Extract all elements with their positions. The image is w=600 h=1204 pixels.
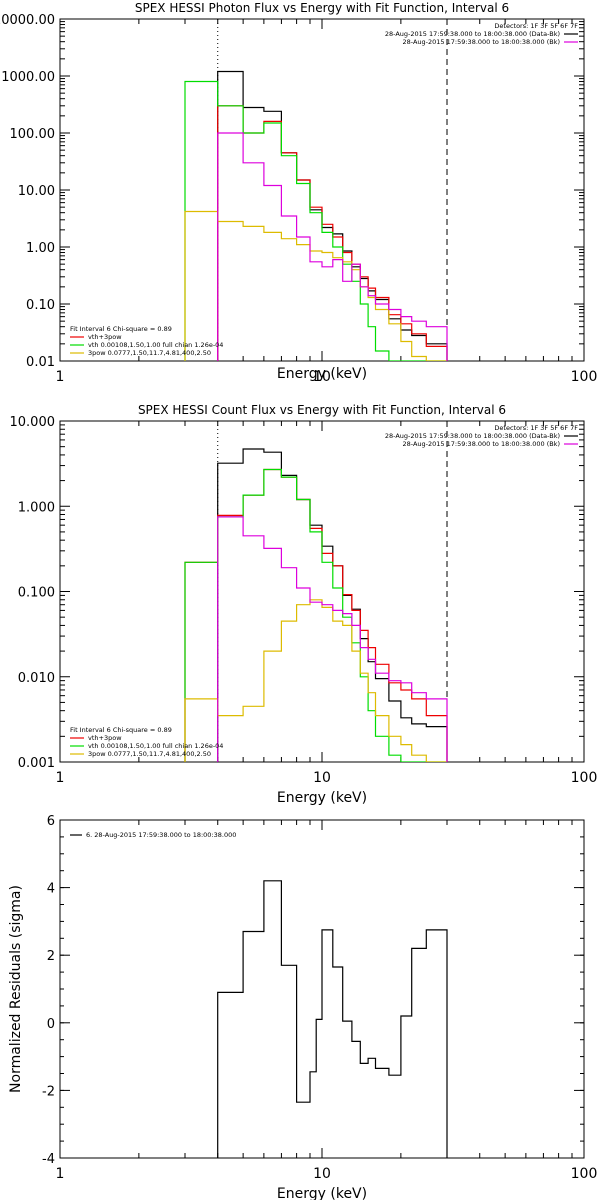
y-tick-label: 100.00 xyxy=(10,127,56,142)
y-tick-label: 10000.00 xyxy=(0,13,55,28)
chart-3: Energy (keV) Normalized Residuals (sigma)… xyxy=(8,814,598,1202)
series-line-4 xyxy=(217,516,448,762)
legend-topright-entry: 28-Aug-2015 17:59:38.000 to 18:00:38.000… xyxy=(385,432,560,440)
legend-topright-header: Detectors: 1F 3F 5F 6F 7F xyxy=(494,424,578,432)
y-tick-label: 6 xyxy=(47,814,55,829)
legend-topright-header: Detectors: 1F 3F 5F 6F 7F xyxy=(494,22,578,30)
x-tick-label: 10 xyxy=(313,369,331,385)
legend-topright-entry: 28-Aug-2015 17:59:38.000 to 18:00:38.000… xyxy=(403,38,560,46)
y-tick-label: 0.100 xyxy=(18,586,55,601)
y-tick-label: 0.001 xyxy=(18,756,55,771)
legend-entry: 6. 28-Aug-2015 17:59:38.000 to 18:00:38.… xyxy=(86,831,236,839)
legend-entry: vth 0.00108,1.50,1.00 full chian 1.26e-0… xyxy=(88,341,223,349)
chart-title: SPEX HESSI Count Flux vs Energy with Fit… xyxy=(138,403,506,417)
series-group xyxy=(184,70,448,361)
series-line-0 xyxy=(217,70,448,361)
series-line-4 xyxy=(217,132,448,361)
x-tick-label: 1 xyxy=(56,1166,65,1182)
x-tick-label: 10 xyxy=(313,1166,331,1182)
series-line-2 xyxy=(184,80,447,361)
y-tick-label: 10.00 xyxy=(18,184,55,199)
legend-header: Fit Interval 6 Chi-square = 0.89 xyxy=(70,325,172,333)
x-tick-label: 10 xyxy=(313,770,331,786)
x-tick-label: 100 xyxy=(571,369,598,385)
legend-header: Fit Interval 6 Chi-square = 0.89 xyxy=(70,726,172,734)
legend-entry: vth 0.00108,1.50,1.00 full chian 1.26e-0… xyxy=(88,742,223,750)
legend-entry: 3pow 0.0777,1.50,11.7,4.81,400,2.50 xyxy=(88,750,211,758)
y-tick-label: 0 xyxy=(47,1017,55,1032)
series-line-0 xyxy=(217,880,448,1158)
plot-frame xyxy=(59,420,585,763)
x-axis-label: Energy (keV) xyxy=(277,366,367,382)
y-tick-label: 4 xyxy=(47,882,55,897)
legend-topright-entry: 28-Aug-2015 17:59:38.000 to 18:00:38.000… xyxy=(385,30,560,38)
y-tick-label: 2 xyxy=(47,949,55,964)
chart-1: SPEX HESSI Photon Flux vs Energy with Fi… xyxy=(0,1,597,385)
x-axis-label: Energy (keV) xyxy=(277,1186,367,1200)
legend-entry: vth+3pow xyxy=(88,734,122,742)
y-tick-label: 10.000 xyxy=(10,415,56,430)
chart-title: SPEX HESSI Photon Flux vs Energy with Fi… xyxy=(135,1,509,15)
chart-2: SPEX HESSI Count Flux vs Energy with Fit… xyxy=(10,403,598,806)
legend-entry: vth+3pow xyxy=(88,333,122,341)
series-group xyxy=(184,448,448,762)
y-axis-label: Normalized Residuals (sigma) xyxy=(8,885,24,1093)
y-tick-label: 1.00 xyxy=(26,241,55,256)
y-tick-label: 0.10 xyxy=(26,298,55,313)
y-tick-label: -4 xyxy=(42,1152,55,1167)
series-line-3 xyxy=(184,599,447,762)
legend-topright-entry: 28-Aug-2015 17:59:38.000 to 18:00:38.000… xyxy=(403,440,560,448)
x-axis-label: Energy (keV) xyxy=(277,790,367,806)
y-tick-label: -2 xyxy=(42,1084,55,1099)
y-tick-label: 1000.00 xyxy=(1,70,55,85)
series-line-2 xyxy=(184,468,447,762)
x-tick-label: 1 xyxy=(56,770,65,786)
plot-frame xyxy=(59,18,585,362)
series-line-3 xyxy=(184,210,447,361)
series-group xyxy=(217,880,448,1158)
y-tick-label: 1.000 xyxy=(18,500,55,515)
x-tick-label: 1 xyxy=(56,369,65,385)
y-tick-label: 0.01 xyxy=(26,355,55,370)
x-tick-label: 100 xyxy=(571,770,598,786)
x-tick-label: 100 xyxy=(571,1166,598,1182)
y-tick-label: 0.010 xyxy=(18,671,55,686)
legend-entry: 3pow 0.0777,1.50,11.7,4.81,400,2.50 xyxy=(88,349,211,357)
